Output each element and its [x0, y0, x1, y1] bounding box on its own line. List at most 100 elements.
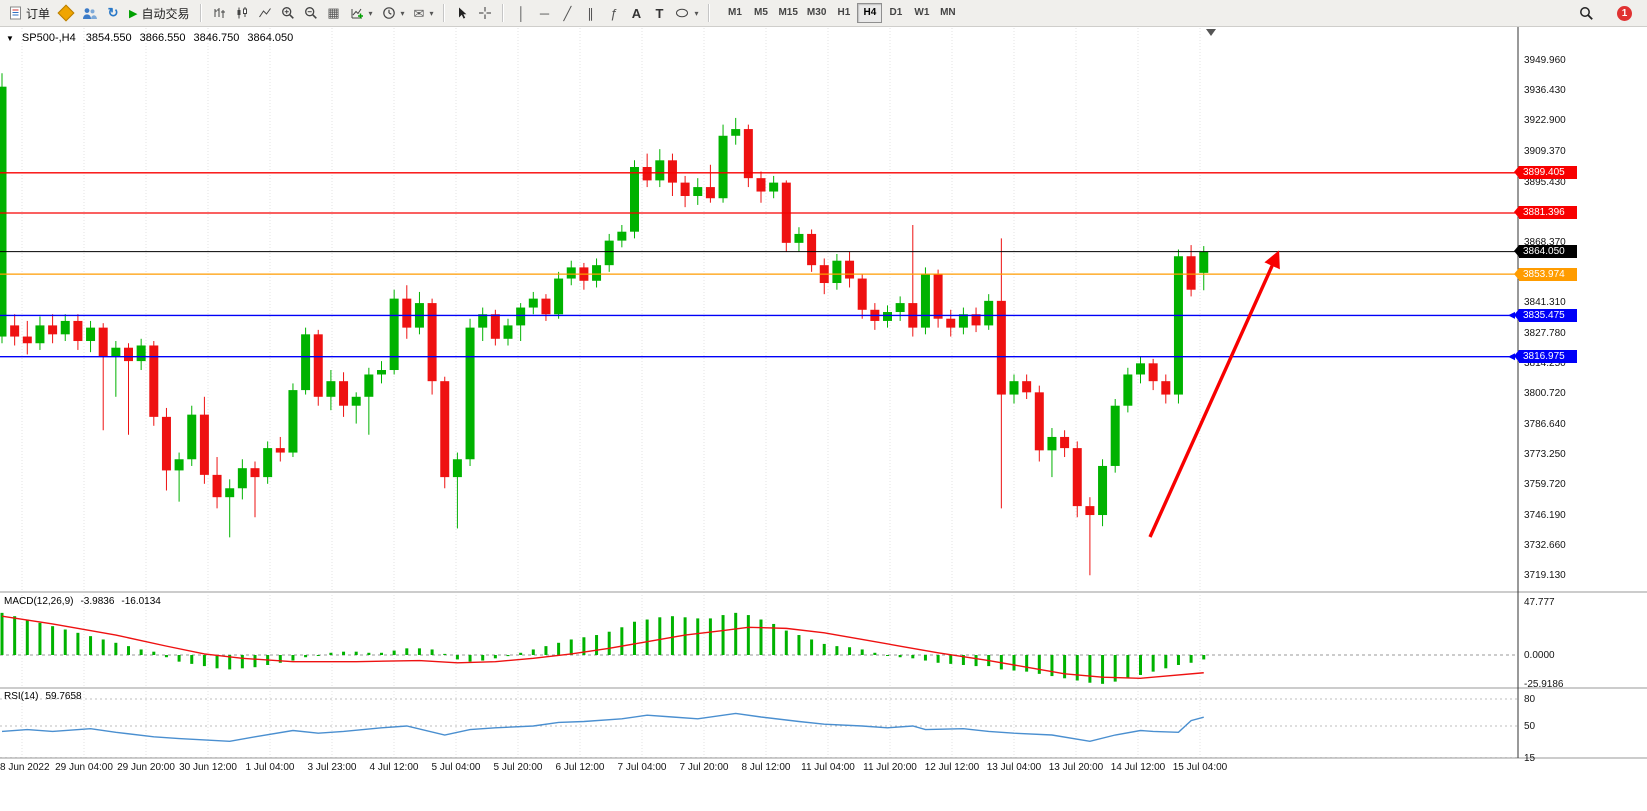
- macd-histogram-bar: [354, 651, 358, 655]
- bar-chart-button[interactable]: [208, 2, 230, 24]
- timeframe-button-m1[interactable]: M1: [722, 3, 747, 23]
- zoom-out-button[interactable]: [300, 2, 322, 24]
- macd-histogram-bar: [430, 649, 434, 655]
- price-tag-resistance[interactable]: 3899.405: [1514, 166, 1577, 180]
- candle-body: [161, 416, 171, 471]
- ohlc-close: 3864.050: [247, 32, 294, 44]
- macd-panel-label: MACD(12,26,9) -3.9836 -16.0134: [4, 596, 161, 607]
- chart-menu-icon[interactable]: ▼: [6, 33, 14, 43]
- timeframe-button-m15[interactable]: M15: [774, 3, 801, 23]
- candle-body: [402, 298, 412, 328]
- shapes-icon: [676, 8, 689, 18]
- price-tag-support[interactable]: 3835.475: [1514, 308, 1577, 322]
- macd-histogram-bar: [316, 655, 320, 656]
- candle-body: [1136, 363, 1145, 375]
- price-tag-current-price[interactable]: 3864.050: [1514, 245, 1577, 259]
- toolbar-separator: [502, 4, 505, 22]
- candle-body: [288, 390, 298, 453]
- fibonacci-button[interactable]: ƒ: [602, 2, 624, 24]
- candle-body: [946, 318, 956, 328]
- text-button[interactable]: A: [625, 2, 647, 24]
- timeframe-button-h4[interactable]: H4: [857, 3, 883, 23]
- timeframe-button-m5[interactable]: M5: [748, 3, 773, 23]
- refresh-button[interactable]: ↻: [102, 2, 124, 24]
- mail-button[interactable]: ✉ ▾: [410, 2, 438, 24]
- text-label-button[interactable]: T: [648, 2, 670, 24]
- price-tag-support[interactable]: 3816.975: [1514, 350, 1577, 364]
- crosshair-icon: [479, 7, 492, 19]
- macd-histogram-bar: [848, 647, 852, 655]
- candle-body: [933, 274, 943, 319]
- dropdown-icon: ▾: [694, 8, 699, 18]
- macd-histogram-bar: [569, 639, 573, 655]
- candle-body: [655, 160, 665, 181]
- new-chart-button[interactable]: ▾: [346, 2, 377, 24]
- macd-histogram-bar: [1050, 655, 1054, 677]
- macd-histogram-bar: [1075, 655, 1079, 681]
- macd-histogram-bar: [873, 652, 877, 655]
- timeframe-button-m30[interactable]: M30: [803, 3, 830, 23]
- macd-histogram-bar: [936, 655, 940, 663]
- price-axis-label: 3719.130: [1524, 569, 1566, 581]
- macd-histogram-bar: [417, 648, 421, 655]
- candle-body: [832, 260, 842, 284]
- timeframe-button-mn[interactable]: MN: [935, 3, 960, 23]
- rsi-line: [1, 712, 1204, 743]
- candle-body: [275, 448, 285, 453]
- notification-badge[interactable]: 1: [1617, 5, 1632, 21]
- macd-histogram-bar: [1176, 655, 1180, 665]
- zoom-in-button[interactable]: [277, 2, 299, 24]
- candle-body: [845, 260, 855, 279]
- macd-histogram-bar: [721, 615, 725, 655]
- timeframe-button-d1[interactable]: D1: [883, 3, 908, 23]
- macd-histogram-bar: [139, 649, 143, 655]
- macd-name: MACD(12,26,9): [4, 596, 74, 607]
- trendline-button[interactable]: ╱: [556, 2, 578, 24]
- candle-body: [693, 187, 703, 197]
- text-label-icon: T: [655, 5, 664, 21]
- candle-body: [807, 233, 817, 266]
- community-button[interactable]: [78, 2, 101, 24]
- macd-histogram-bar: [114, 642, 118, 655]
- shapes-button[interactable]: ▾: [671, 2, 702, 24]
- period-button[interactable]: ▾: [378, 2, 409, 24]
- trend-arrow-annotation[interactable]: [1148, 250, 1280, 538]
- candle-body: [566, 267, 576, 279]
- macd-histogram-bar: [835, 646, 839, 655]
- candle-body: [313, 334, 323, 397]
- mail-icon: ✉: [413, 5, 425, 21]
- macd-histogram-bar: [1025, 655, 1029, 672]
- time-axis-label: 13 Jul 20:00: [1048, 762, 1104, 773]
- macd-histogram-bar: [1012, 655, 1016, 671]
- timeframe-button-h1[interactable]: H1: [831, 3, 856, 23]
- chart-shift-marker[interactable]: [1206, 29, 1216, 36]
- macd-histogram-bar: [89, 636, 93, 655]
- tile-windows-button[interactable]: ▦: [323, 2, 345, 24]
- macd-histogram-bar: [810, 639, 814, 655]
- macd-histogram-bar: [797, 635, 801, 655]
- candle-chart-button[interactable]: [231, 2, 253, 24]
- price-axis-label: 3936.430: [1524, 85, 1566, 97]
- price-tag-pivot[interactable]: 3853.974: [1514, 267, 1577, 281]
- price-axis-label: 3841.310: [1524, 297, 1566, 309]
- timeframe-button-w1[interactable]: W1: [909, 3, 934, 23]
- vertical-line-button[interactable]: │: [510, 2, 532, 24]
- price-tag-resistance[interactable]: 3881.396: [1514, 206, 1577, 220]
- market-button[interactable]: [55, 2, 77, 24]
- new-order-button[interactable]: 订单: [5, 2, 54, 24]
- autotrade-button[interactable]: ▶ 自动交易: [125, 2, 193, 24]
- time-axis-label: 1 Jul 04:00: [245, 762, 295, 773]
- tile-windows-icon: ▦: [327, 5, 340, 20]
- search-button[interactable]: [1575, 2, 1598, 24]
- candle-body: [1148, 363, 1158, 382]
- line-chart-button[interactable]: [254, 2, 276, 24]
- candle-body: [1161, 381, 1171, 395]
- crosshair-button[interactable]: [474, 2, 496, 24]
- cursor-button[interactable]: [451, 2, 473, 24]
- rsi-panel-label: RSI(14) 59.7658: [4, 691, 82, 702]
- macd-histogram-bar: [0, 612, 4, 655]
- horizontal-line-button[interactable]: ─: [533, 2, 555, 24]
- channel-button[interactable]: ∥: [579, 2, 601, 24]
- macd-value-signal: -16.0134: [121, 596, 161, 607]
